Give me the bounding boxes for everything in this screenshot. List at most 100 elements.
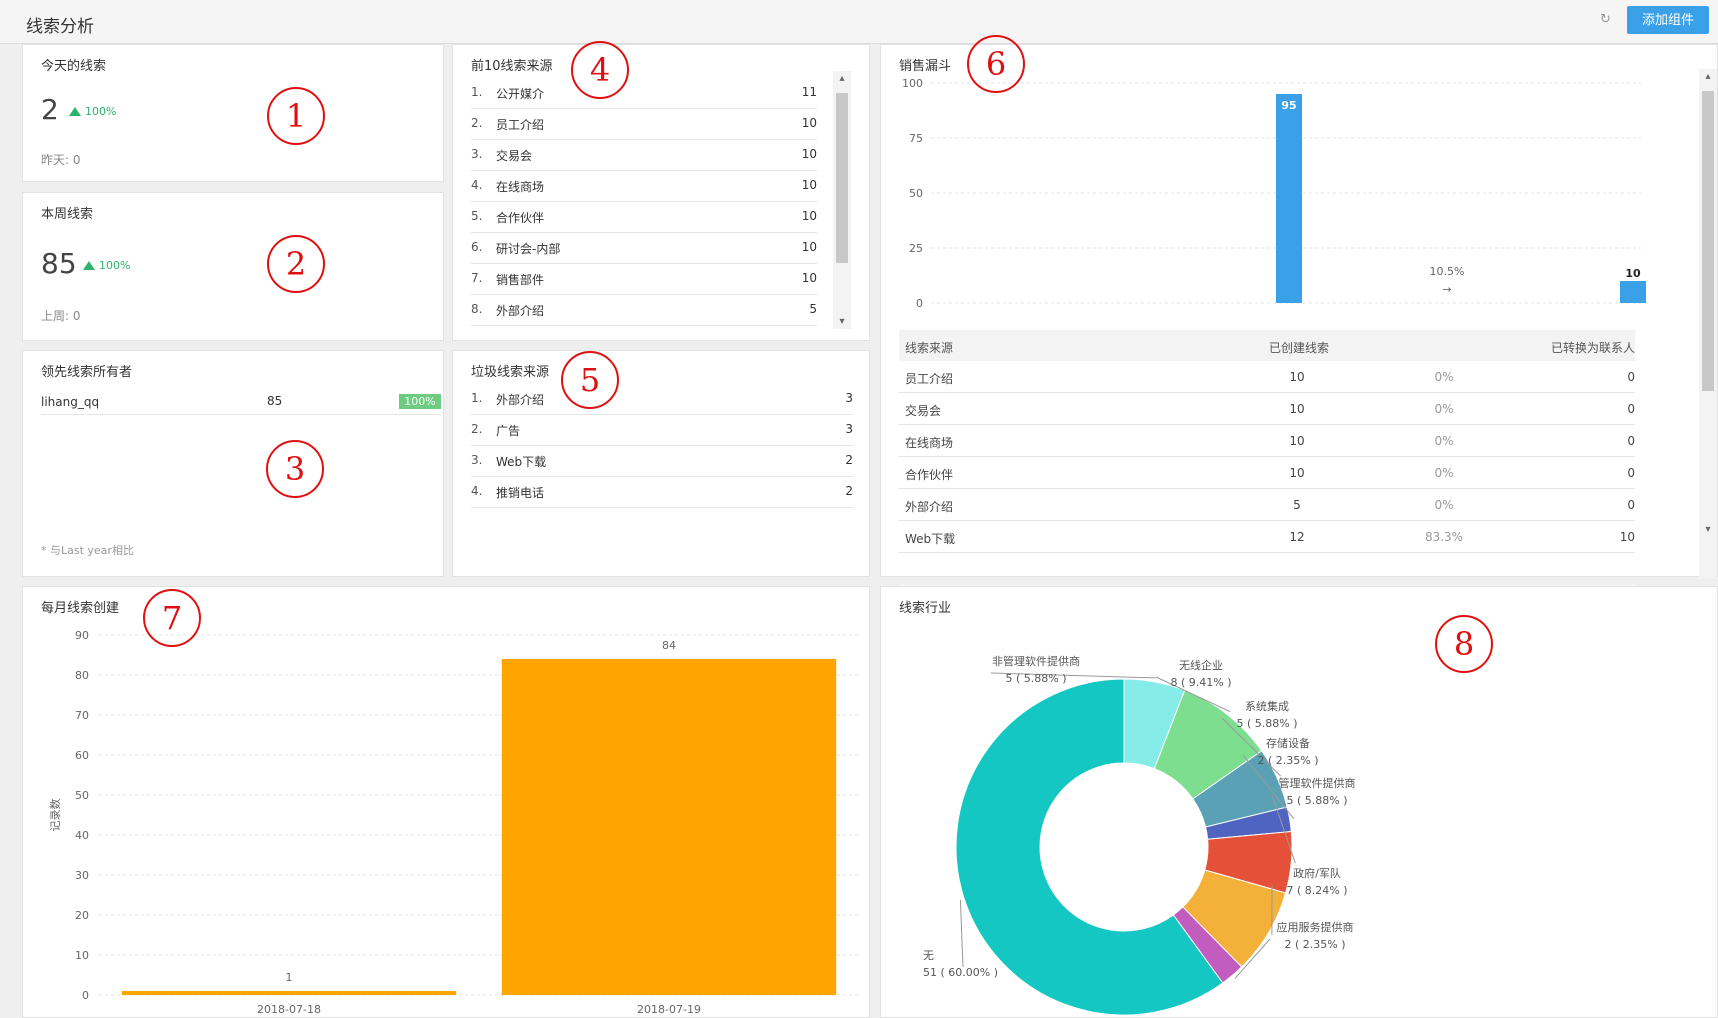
table-row: 员工介绍 10 0% 0 xyxy=(899,361,1635,393)
cell-created: 10 xyxy=(1289,370,1305,384)
funnel-vertical-scrollbar[interactable]: ▴ ▾ xyxy=(1699,69,1717,579)
monthly-bar xyxy=(501,659,837,995)
source-count: 10 xyxy=(801,116,817,130)
y-tick-label: 0 xyxy=(916,297,923,310)
funnel-chart: 0 25 50 75 100 95 10 10.5% → xyxy=(902,77,1646,310)
chevron-down-icon[interactable]: ▾ xyxy=(1705,524,1711,535)
sales-funnel-card: 销售漏斗 0 25 50 75 100 95 10 10.5% → 线索来源 已创建线索 已转换… xyxy=(880,35,1718,604)
y-tick-label: 0 xyxy=(82,989,89,1002)
scrollbar-thumb[interactable] xyxy=(1702,91,1714,391)
monthly-bar xyxy=(121,991,457,995)
annotation-3: 3 xyxy=(266,440,324,498)
cell-rate: 0% xyxy=(1434,370,1454,384)
y-tick-label: 40 xyxy=(75,829,89,842)
source-label: 推销电话 xyxy=(496,486,545,500)
source-count: 10 xyxy=(801,209,817,223)
col-header-created: 已创建线索 xyxy=(1268,341,1329,355)
slice-name-label: 系统集成 xyxy=(1245,699,1289,713)
triangle-up-icon xyxy=(83,261,95,270)
col-header-converted: 已转换为联系人 xyxy=(1550,341,1635,355)
cell-created: 10 xyxy=(1289,402,1305,416)
yesterday-value: 昨天: 0 xyxy=(41,153,81,167)
source-label: Web下载 xyxy=(496,455,547,469)
cell-rate: 0% xyxy=(1434,498,1454,512)
panel-title: 线索行业 xyxy=(899,601,952,616)
panel-title: 前10线索来源 xyxy=(471,59,553,74)
slice-name-label: 应用服务提供商 xyxy=(1277,920,1354,934)
source-count: 5 xyxy=(809,302,817,316)
list-item: 7. 销售部件 10 xyxy=(471,264,817,295)
list-item: 2. 广告 3 xyxy=(471,415,853,446)
cell-source: 在线商场 xyxy=(905,436,954,450)
table-row: 交易会 10 0% 0 xyxy=(899,393,1635,425)
bar-value-label: 95 xyxy=(1281,99,1296,112)
chevron-down-icon[interactable]: ▾ xyxy=(839,316,845,327)
rank-index: 7. xyxy=(471,271,483,285)
table-header: 线索来源 已创建线索 已转换为联系人 xyxy=(899,330,1635,361)
chevron-up-icon[interactable]: ▴ xyxy=(1705,71,1711,82)
conversion-rate-label: 10.5% xyxy=(1430,265,1465,278)
today-leads-value: 2 xyxy=(41,93,59,126)
source-count: 2 xyxy=(845,484,853,498)
source-count: 3 xyxy=(845,391,853,405)
today-trend: 100% xyxy=(69,105,116,118)
list-item: 8. 外部介绍 5 xyxy=(471,295,817,326)
source-count: 2 xyxy=(845,453,853,467)
footnote: * 与Last year相比 xyxy=(41,544,134,557)
refresh-icon[interactable]: ↻ xyxy=(1600,12,1611,27)
monthly-chart: 0 10 20 30 40 50 60 70 80 90 记录数 1 2018-07-18 84 2018-… xyxy=(49,629,859,1016)
monthly-leads-card: 每月线索创建 0 10 20 30 40 50 60 70 80 90 记录数 1 2018-07-18… xyxy=(22,586,870,1018)
add-widget-button[interactable]: 添加组件 xyxy=(1627,6,1709,34)
leader-line xyxy=(1242,754,1295,819)
panel-title: 本周线索 xyxy=(41,207,94,222)
leader-line xyxy=(990,672,1156,679)
cell-source: 员工介绍 xyxy=(905,372,954,386)
rank-index: 8. xyxy=(471,302,483,316)
slice-value-label: 2 ( 2.35% ) xyxy=(1257,754,1318,767)
source-count: 3 xyxy=(845,422,853,436)
slice-value-label: 7 ( 8.24% ) xyxy=(1286,884,1347,897)
scrollbar-thumb[interactable] xyxy=(836,93,848,263)
panel-title: 销售漏斗 xyxy=(899,59,952,74)
trend-value: 100% xyxy=(85,105,117,118)
cell-converted: 0 xyxy=(1627,402,1635,416)
panel-title: 每月线索创建 xyxy=(41,601,120,616)
list-item: 1. 外部介绍 3 xyxy=(471,384,853,415)
annotation-1: 1 xyxy=(267,87,325,145)
top10-scrollbar[interactable]: ▴ ▾ xyxy=(833,71,851,329)
y-tick-label: 30 xyxy=(75,869,89,882)
rank-index: 3. xyxy=(471,147,483,161)
chevron-up-icon[interactable]: ▴ xyxy=(839,73,845,84)
cell-converted: 0 xyxy=(1627,370,1635,384)
rank-index: 2. xyxy=(471,422,483,436)
rank-index: 4. xyxy=(471,178,483,192)
list-item: 2. 员工介绍 10 xyxy=(471,109,817,140)
y-axis-label: 记录数 xyxy=(49,799,62,832)
source-count: 11 xyxy=(801,85,817,99)
y-tick-label: 75 xyxy=(909,132,923,145)
slice-value-label: 51 ( 60.00% ) xyxy=(923,966,998,979)
cell-rate: 0% xyxy=(1434,434,1454,448)
source-label: 研讨会-内部 xyxy=(496,242,561,256)
bar-value-label: 10 xyxy=(1625,267,1641,280)
trend-value: 100% xyxy=(99,259,131,272)
owner-row: lihang_qq 85 100% xyxy=(41,393,441,415)
bar-value-label: 84 xyxy=(662,639,676,652)
list-item: 6. 研讨会-内部 10 xyxy=(471,233,817,264)
slice-name-label: 非管理软件提供商 xyxy=(992,654,1080,668)
cell-source: 合作伙伴 xyxy=(905,468,954,482)
cell-source: Web下载 xyxy=(905,532,956,546)
y-tick-label: 90 xyxy=(75,629,89,642)
cell-source: 外部介绍 xyxy=(905,500,954,514)
list-item: 4. 在线商场 10 xyxy=(471,171,817,202)
source-count: 10 xyxy=(801,271,817,285)
cell-converted: 0 xyxy=(1627,466,1635,480)
list-item: 3. 交易会 10 xyxy=(471,140,817,171)
rank-index: 1. xyxy=(471,391,483,405)
slice-value-label: 2 ( 2.35% ) xyxy=(1284,938,1345,951)
week-leads-card: 本周线索 85 100% 上周: 0 2 xyxy=(22,192,444,341)
y-tick-label: 20 xyxy=(75,909,89,922)
annotation-2: 2 xyxy=(267,235,325,293)
cell-converted: 0 xyxy=(1627,498,1635,512)
leader-line xyxy=(1234,938,1271,979)
